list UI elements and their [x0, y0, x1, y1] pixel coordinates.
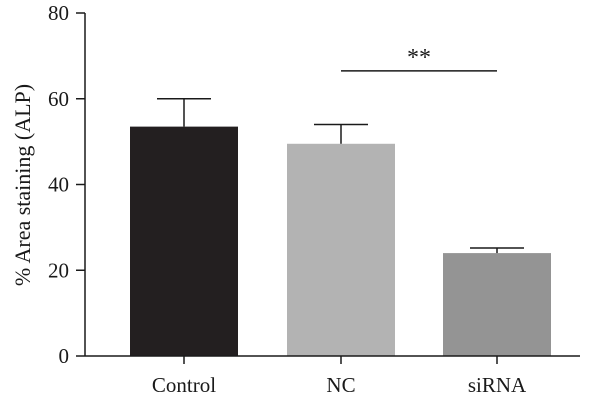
x-axis: Control NC siRNA	[85, 355, 580, 397]
significance-label: **	[407, 45, 431, 71]
y-tick-label: 0	[59, 344, 70, 368]
y-tick-label: 20	[48, 258, 69, 282]
x-tick-label: Control	[152, 373, 216, 397]
significance-annotations: **	[341, 45, 497, 72]
bar	[130, 126, 238, 357]
bar	[443, 253, 551, 356]
y-tick-label: 80	[48, 1, 69, 25]
error-bars	[157, 98, 524, 254]
y-axis-title: % Area staining (ALP)	[10, 84, 35, 286]
x-tick-label: NC	[326, 373, 355, 397]
bar	[287, 143, 395, 356]
x-tick-label: siRNA	[468, 373, 527, 397]
bars	[130, 126, 551, 357]
y-tick-label: 60	[48, 87, 69, 111]
y-axis: 0 20 40 60 80	[48, 1, 86, 368]
y-tick-label: 40	[48, 173, 69, 197]
